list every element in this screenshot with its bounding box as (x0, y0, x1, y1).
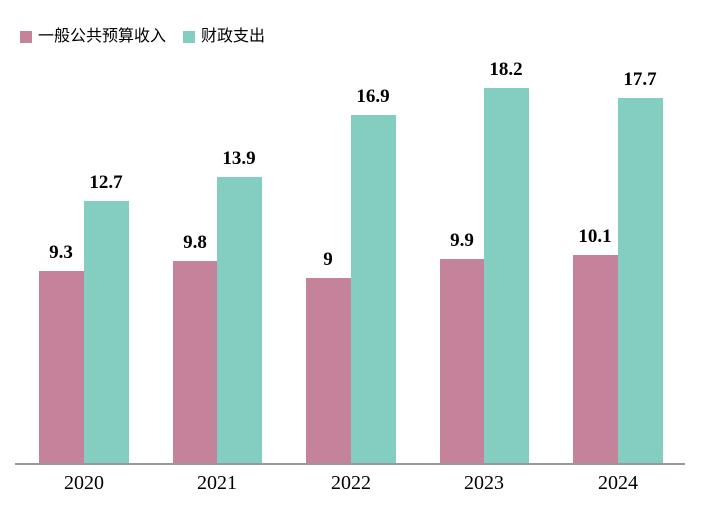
value-label-expenditure-2020: 12.7 (89, 172, 123, 193)
bar-expenditure-2024 (618, 98, 663, 463)
legend-swatch-revenue (20, 31, 32, 43)
bar-revenue-2021 (173, 261, 218, 463)
legend-swatch-expenditure (183, 31, 196, 43)
value-label-revenue-2022: 9 (323, 249, 333, 270)
bar-revenue-2022 (306, 278, 351, 463)
bar-expenditure-2022 (351, 115, 396, 463)
x-axis-line (15, 463, 685, 465)
bar-revenue-2020 (39, 271, 84, 463)
value-label-expenditure-2024: 17.7 (623, 69, 657, 90)
x-axis-label-2024: 2024 (598, 472, 638, 494)
bar-expenditure-2020 (84, 201, 129, 463)
legend-label-expenditure: 财政支出 (201, 28, 266, 45)
x-axis-label-2022: 2022 (331, 472, 371, 494)
legend-item-revenue: 一般公共预算收入 (20, 26, 166, 48)
value-label-revenue-2024: 10.1 (578, 226, 612, 247)
x-axis-label-2023: 2023 (464, 472, 504, 494)
bar-expenditure-2023 (484, 88, 529, 463)
x-axis-label-2020: 2020 (64, 472, 104, 494)
value-label-revenue-2023: 9.9 (450, 230, 474, 251)
legend-item-expenditure: 财政支出 (183, 26, 265, 48)
bar-revenue-2023 (440, 259, 485, 463)
chart-legend: 一般公共预算收入 财政支出 (20, 26, 265, 48)
legend-label-revenue: 一般公共预算收入 (38, 28, 167, 45)
value-label-expenditure-2021: 13.9 (222, 148, 256, 169)
value-label-expenditure-2023: 18.2 (489, 59, 523, 80)
value-label-revenue-2021: 9.8 (183, 232, 207, 253)
bar-revenue-2024 (573, 255, 618, 463)
bar-expenditure-2021 (217, 177, 262, 463)
value-label-expenditure-2022: 16.9 (356, 86, 390, 107)
value-label-revenue-2020: 9.3 (49, 242, 73, 263)
x-axis-label-2021: 2021 (197, 472, 237, 494)
